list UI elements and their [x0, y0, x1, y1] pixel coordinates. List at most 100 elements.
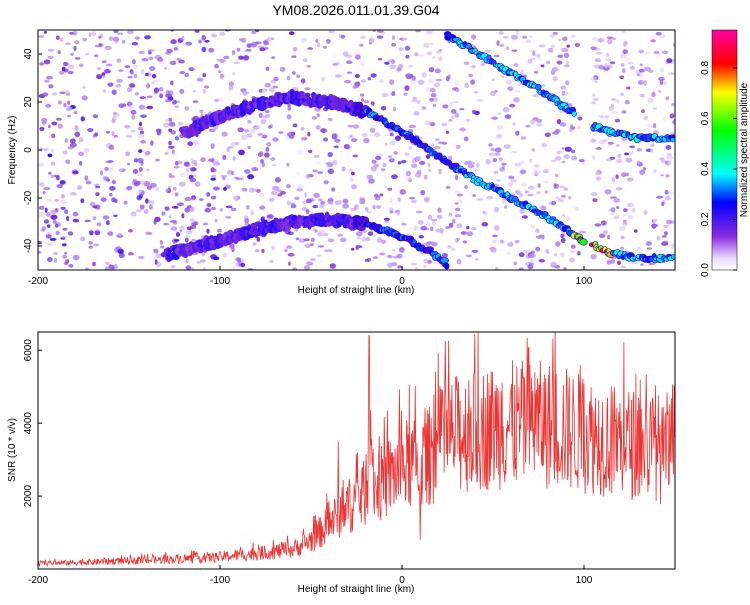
noise-mark	[644, 66, 651, 71]
noise-mark	[259, 205, 266, 210]
noise-mark	[463, 136, 469, 142]
noise-mark	[543, 169, 549, 174]
noise-mark	[361, 236, 368, 242]
noise-mark	[285, 135, 289, 140]
noise-mark	[381, 92, 389, 98]
noise-mark	[409, 80, 415, 85]
noise-mark	[104, 69, 111, 74]
noise-mark	[184, 106, 189, 111]
noise-mark	[271, 56, 276, 59]
noise-mark	[659, 79, 664, 86]
noise-mark	[154, 54, 162, 60]
noise-mark	[624, 152, 629, 156]
noise-mark	[370, 101, 375, 106]
noise-mark	[38, 162, 45, 167]
noise-mark	[89, 201, 96, 207]
noise-mark	[331, 133, 338, 139]
noise-mark	[55, 230, 60, 236]
noise-mark	[72, 30, 78, 36]
noise-mark	[423, 197, 427, 201]
noise-mark	[180, 172, 187, 178]
noise-mark	[456, 193, 463, 197]
noise-mark	[598, 233, 606, 239]
noise-mark	[237, 127, 244, 133]
noise-mark	[408, 226, 415, 230]
noise-mark	[231, 49, 235, 56]
snr-y-label: SNR (10 * v/v)	[7, 418, 18, 482]
noise-mark	[345, 54, 353, 59]
noise-mark	[377, 57, 383, 61]
noise-mark	[133, 73, 138, 79]
noise-mark	[672, 119, 675, 125]
noise-mark	[662, 240, 669, 244]
noise-mark	[423, 258, 429, 264]
noise-mark	[549, 34, 556, 39]
noise-mark	[43, 30, 48, 34]
noise-mark	[470, 65, 476, 69]
noise-mark	[113, 264, 118, 270]
noise-mark	[373, 163, 379, 168]
noise-mark	[104, 266, 110, 270]
noise-mark	[169, 220, 177, 223]
noise-mark	[451, 115, 455, 119]
noise-mark	[108, 264, 113, 270]
noise-mark	[429, 42, 434, 46]
noise-mark	[609, 61, 616, 65]
noise-mark	[257, 45, 265, 48]
noise-mark	[594, 80, 598, 84]
noise-mark	[635, 69, 643, 75]
noise-mark	[300, 78, 306, 84]
noise-mark	[609, 61, 616, 65]
noise-mark	[619, 75, 625, 80]
noise-mark	[525, 39, 532, 44]
noise-mark	[342, 198, 349, 204]
noise-mark	[160, 245, 165, 249]
noise-mark	[581, 162, 586, 166]
noise-mark	[515, 30, 520, 35]
noise-mark	[106, 220, 110, 226]
noise-mark	[662, 116, 667, 122]
noise-mark	[576, 125, 581, 130]
noise-mark	[595, 176, 601, 181]
noise-mark	[218, 70, 222, 74]
noise-mark	[267, 36, 271, 42]
noise-mark	[244, 169, 251, 174]
snr-x-tick-label: -100	[210, 575, 230, 586]
noise-mark	[334, 138, 341, 143]
noise-mark	[137, 126, 144, 131]
noise-mark	[272, 85, 279, 89]
noise-mark	[130, 72, 134, 75]
noise-mark	[570, 250, 576, 254]
colorbar-tick-label: 0.0	[700, 263, 711, 277]
noise-mark	[470, 79, 476, 85]
noise-mark	[624, 100, 630, 105]
noise-mark	[607, 38, 613, 45]
noise-mark	[220, 174, 228, 178]
noise-mark	[484, 49, 492, 53]
noise-mark	[63, 61, 69, 67]
noise-mark	[272, 186, 280, 191]
noise-mark	[303, 265, 311, 270]
signal-mark	[444, 263, 450, 270]
noise-mark	[382, 163, 387, 168]
noise-mark	[246, 43, 252, 48]
noise-mark	[348, 124, 353, 130]
noise-mark	[635, 247, 642, 253]
noise-mark	[222, 154, 227, 160]
noise-mark	[563, 267, 567, 270]
noise-mark	[432, 103, 437, 108]
noise-mark	[380, 168, 386, 172]
noise-mark	[388, 155, 392, 159]
noise-mark	[265, 146, 270, 152]
noise-mark	[606, 259, 612, 265]
noise-mark	[168, 117, 173, 122]
noise-mark	[650, 39, 656, 43]
noise-mark	[591, 101, 596, 105]
noise-mark	[173, 47, 178, 51]
noise-mark	[351, 138, 358, 143]
signal-mark	[571, 110, 577, 117]
noise-mark	[185, 168, 189, 174]
noise-mark	[104, 45, 112, 51]
noise-mark	[112, 112, 117, 115]
noise-mark	[97, 204, 101, 210]
